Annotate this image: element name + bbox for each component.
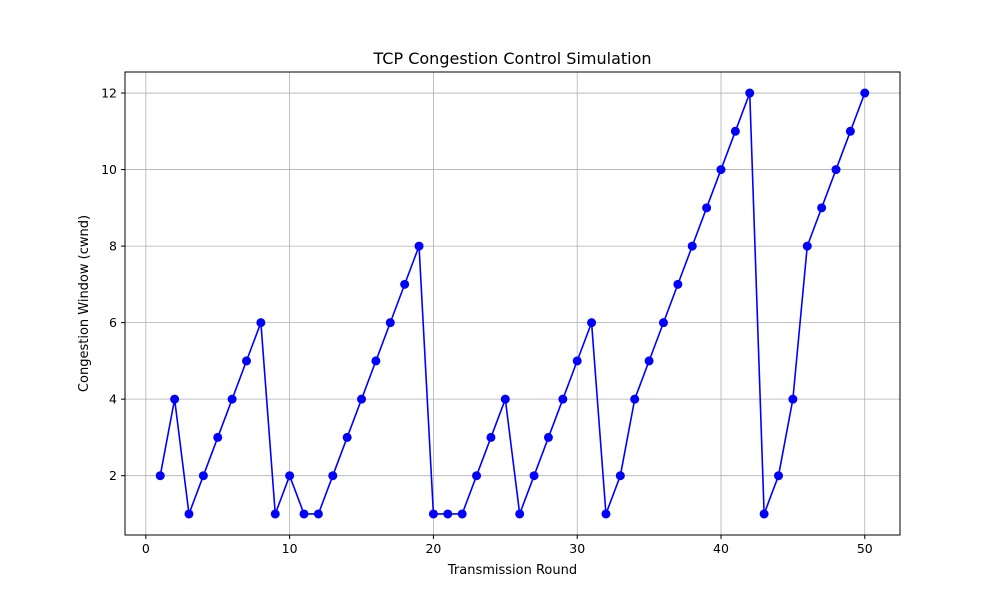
data-point-37 — [673, 279, 683, 289]
data-point-10 — [285, 471, 295, 481]
data-point-21 — [443, 509, 453, 519]
data-point-19 — [414, 241, 424, 251]
data-point-14 — [342, 432, 352, 442]
data-point-38 — [687, 241, 697, 251]
data-point-24 — [486, 432, 496, 442]
data-point-13 — [328, 471, 338, 481]
data-point-41 — [730, 126, 740, 136]
data-point-27 — [529, 471, 539, 481]
grid — [125, 72, 900, 535]
data-point-42 — [745, 88, 755, 98]
data-point-17 — [385, 318, 395, 328]
data-point-2 — [170, 394, 180, 404]
data-point-45 — [788, 394, 798, 404]
y-tick-label-5: 12 — [101, 86, 117, 101]
series-layer — [155, 88, 870, 519]
data-point-35 — [644, 356, 654, 366]
data-point-12 — [313, 509, 323, 519]
data-point-7 — [241, 356, 251, 366]
data-point-15 — [357, 394, 367, 404]
data-point-25 — [500, 394, 510, 404]
y-ticks: 2 4 6 8 10 12 — [101, 86, 125, 483]
x-tick-label-4: 40 — [713, 541, 729, 556]
data-point-29 — [558, 394, 568, 404]
y-tick-label-2: 6 — [109, 315, 117, 330]
data-point-23 — [472, 471, 482, 481]
data-point-9 — [270, 509, 280, 519]
data-point-28 — [543, 432, 553, 442]
data-point-48 — [831, 165, 841, 175]
data-point-16 — [371, 356, 381, 366]
data-point-43 — [759, 509, 769, 519]
chart-title: TCP Congestion Control Simulation — [372, 49, 651, 68]
data-point-11 — [299, 509, 309, 519]
data-point-26 — [515, 509, 525, 519]
data-point-34 — [630, 394, 640, 404]
data-point-4 — [198, 471, 208, 481]
x-tick-label-5: 50 — [857, 541, 873, 556]
data-point-1 — [155, 471, 165, 481]
y-tick-label-1: 4 — [109, 392, 117, 407]
data-point-39 — [702, 203, 712, 213]
x-tick-label-2: 20 — [425, 541, 441, 556]
x-ticks: 0 10 20 30 40 50 — [142, 535, 873, 556]
data-point-31 — [587, 318, 597, 328]
data-point-8 — [256, 318, 266, 328]
data-point-50 — [860, 88, 870, 98]
data-point-32 — [601, 509, 611, 519]
x-axis-label: Transmission Round — [447, 563, 577, 578]
y-axis-label: Congestion Window (cwnd) — [77, 215, 92, 392]
data-point-33 — [615, 471, 625, 481]
data-point-30 — [572, 356, 582, 366]
data-point-40 — [716, 165, 726, 175]
data-point-36 — [658, 318, 668, 328]
data-point-20 — [428, 509, 438, 519]
data-point-22 — [457, 509, 467, 519]
data-point-6 — [227, 394, 237, 404]
data-point-46 — [802, 241, 812, 251]
data-point-18 — [400, 279, 410, 289]
data-point-5 — [213, 432, 223, 442]
y-tick-label-4: 10 — [101, 162, 117, 177]
data-point-49 — [845, 126, 855, 136]
x-tick-label-3: 30 — [569, 541, 585, 556]
data-point-47 — [817, 203, 827, 213]
series-line-0 — [159, 92, 866, 515]
x-tick-label-0: 0 — [142, 541, 150, 556]
x-tick-label-1: 10 — [282, 541, 298, 556]
data-point-3 — [184, 509, 194, 519]
plot-frame — [124, 71, 901, 536]
y-tick-label-3: 8 — [109, 239, 117, 254]
y-tick-label-0: 2 — [109, 468, 117, 483]
data-point-44 — [774, 471, 784, 481]
